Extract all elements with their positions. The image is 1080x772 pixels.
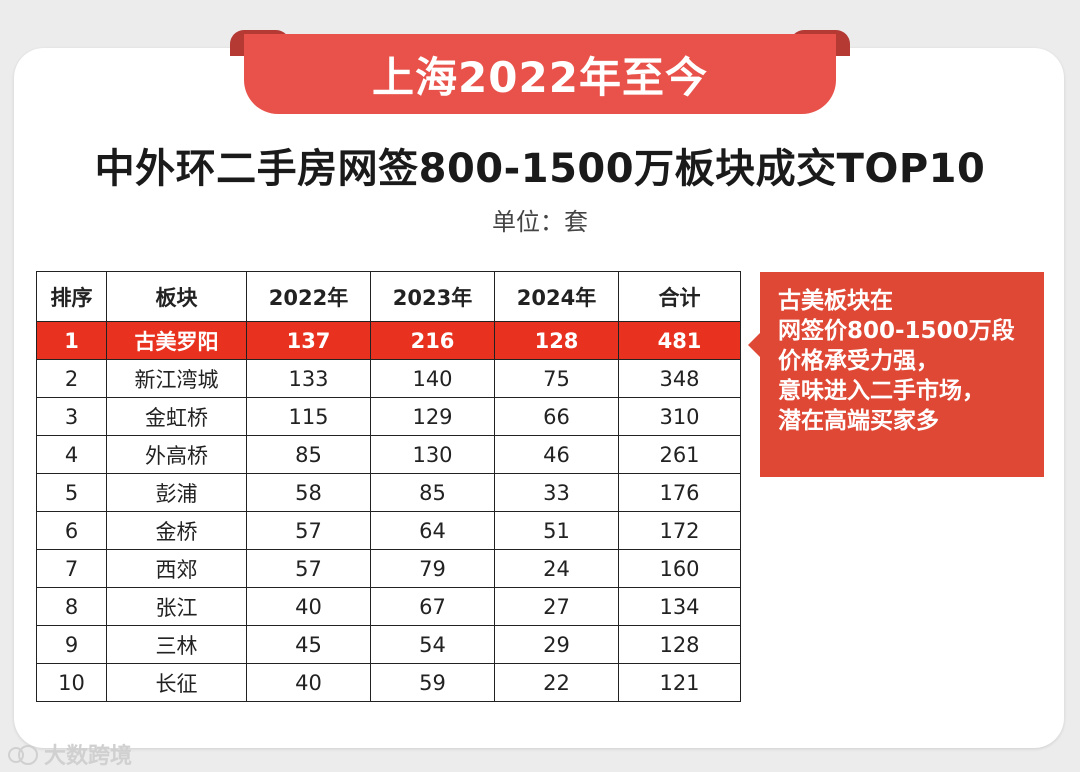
cell-rank: 6 [36,511,107,550]
table-row: 4 外高桥 85 130 46 261 [36,435,741,474]
cell-total: 348 [618,359,741,398]
cell-rank: 3 [36,397,107,436]
header-total: 合计 [618,271,741,322]
cell-total: 160 [618,549,741,588]
note-line: 古美板块在 [778,288,893,314]
cell-district: 新江湾城 [106,359,247,398]
cell-2023: 129 [370,397,495,436]
cell-2023: 54 [370,625,495,664]
cell-rank: 2 [36,359,107,398]
cell-total: 481 [618,321,741,360]
cell-total: 128 [618,625,741,664]
cell-2022: 40 [246,587,371,626]
cell-district: 金桥 [106,511,247,550]
cell-2023: 130 [370,435,495,474]
cell-2024: 66 [494,397,619,436]
cell-2024: 29 [494,625,619,664]
title-banner: 上海2022年至今 [230,26,850,114]
header-district: 板块 [106,271,247,322]
header-2022: 2022年 [246,271,371,322]
cell-2022: 115 [246,397,371,436]
cell-total: 121 [618,663,741,702]
cell-2023: 140 [370,359,495,398]
note-line: 潜在高端买家多 [778,408,939,434]
table-row: 5 彭浦 58 85 33 176 [36,473,741,512]
cell-2023: 59 [370,663,495,702]
cell-district: 长征 [106,663,247,702]
note-line: 意味进入二手市场， [778,378,985,404]
cell-2023: 216 [370,321,495,360]
cell-2024: 75 [494,359,619,398]
cell-2022: 137 [246,321,371,360]
cell-total: 176 [618,473,741,512]
cell-total: 134 [618,587,741,626]
table-row: 9 三林 45 54 29 128 [36,625,741,664]
cell-2023: 64 [370,511,495,550]
cell-2024: 24 [494,549,619,588]
cell-2022: 58 [246,473,371,512]
logo-icon [8,743,38,765]
cell-2024: 22 [494,663,619,702]
cell-district: 古美罗阳 [106,321,247,360]
cell-2022: 57 [246,511,371,550]
cell-rank: 8 [36,587,107,626]
cell-2024: 51 [494,511,619,550]
cell-total: 172 [618,511,741,550]
unit-label: 单位：套 [492,208,588,236]
cell-2022: 57 [246,549,371,588]
cell-2022: 40 [246,663,371,702]
table-row: 10 长征 40 59 22 121 [36,663,741,702]
cell-rank: 10 [36,663,107,702]
table-header-row: 排序 板块 2022年 2023年 2024年 合计 [36,271,741,322]
cell-2024: 33 [494,473,619,512]
cell-2022: 85 [246,435,371,474]
cell-total: 261 [618,435,741,474]
cell-2022: 45 [246,625,371,664]
table-row: 2 新江湾城 133 140 75 348 [36,359,741,398]
cell-2023: 67 [370,587,495,626]
watermark: 大数跨境 [8,738,132,770]
cell-rank: 9 [36,625,107,664]
cell-district: 彭浦 [106,473,247,512]
table-row: 6 金桥 57 64 51 172 [36,511,741,550]
header-2024: 2024年 [494,271,619,322]
cell-total: 310 [618,397,741,436]
cell-2022: 133 [246,359,371,398]
table-row: 1 古美罗阳 137 216 128 481 [36,321,741,360]
cell-district: 西郊 [106,549,247,588]
cell-district: 三林 [106,625,247,664]
page-title: 中外环二手房网签800-1500万板块成交TOP10 [94,146,986,192]
cell-2024: 27 [494,587,619,626]
note-line: 网签价800-1500万段 [778,318,1015,344]
table-row: 7 西郊 57 79 24 160 [36,549,741,588]
table-row: 8 张江 40 67 27 134 [36,587,741,626]
cell-2024: 128 [494,321,619,360]
ranking-table: 排序 板块 2022年 2023年 2024年 合计 1 古美罗阳 137 216 12… [36,271,741,702]
cell-rank: 7 [36,549,107,588]
callout-note: 古美板块在 网签价800-1500万段 价格承受力强， 意味进入二手市场， 潜在… [760,272,1044,477]
cell-2024: 46 [494,435,619,474]
banner-title: 上海2022年至今 [244,34,836,114]
cell-district: 金虹桥 [106,397,247,436]
cell-2023: 79 [370,549,495,588]
cell-rank: 4 [36,435,107,474]
cell-rank: 1 [36,321,107,360]
cell-2023: 85 [370,473,495,512]
note-line: 价格承受力强， [778,348,939,374]
cell-district: 外高桥 [106,435,247,474]
watermark-text: 大数跨境 [44,744,133,769]
cell-rank: 5 [36,473,107,512]
header-2023: 2023年 [370,271,495,322]
table-row: 3 金虹桥 115 129 66 310 [36,397,741,436]
header-rank: 排序 [36,271,107,322]
note-pointer [748,333,760,357]
cell-district: 张江 [106,587,247,626]
